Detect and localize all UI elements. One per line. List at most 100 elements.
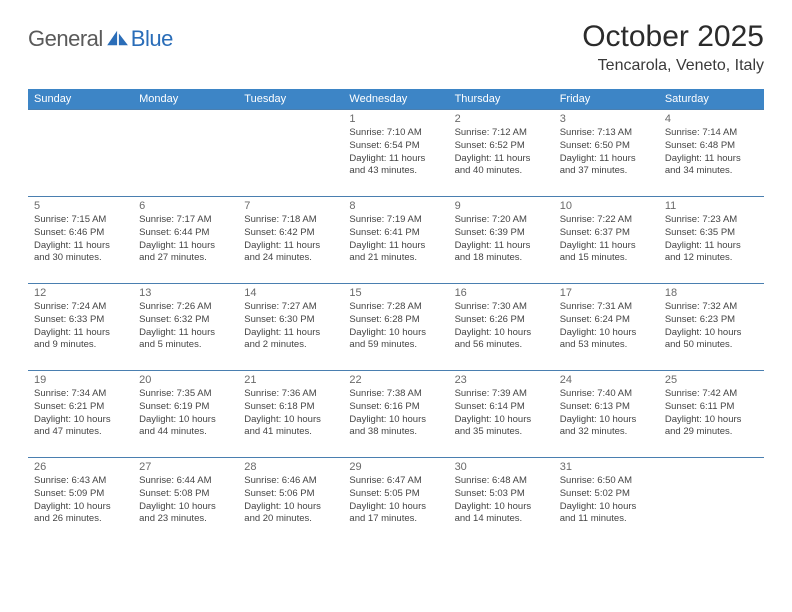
sunrise-line: Sunrise: 7:15 AM (34, 214, 127, 227)
calendar-table: SundayMondayTuesdayWednesdayThursdayFrid… (28, 89, 764, 545)
calendar-day-cell: 14Sunrise: 7:27 AMSunset: 6:30 PMDayligh… (238, 284, 343, 371)
sunset-line: Sunset: 6:33 PM (34, 314, 127, 327)
sunrise-line: Sunrise: 7:20 AM (455, 214, 548, 227)
calendar-day-cell (28, 110, 133, 197)
sunrise-line: Sunrise: 6:48 AM (455, 475, 548, 488)
daylight-line: Daylight: 10 hours and 47 minutes. (34, 414, 127, 440)
day-number: 18 (665, 287, 758, 299)
sunset-line: Sunset: 6:16 PM (349, 401, 442, 414)
calendar-day-cell: 21Sunrise: 7:36 AMSunset: 6:18 PMDayligh… (238, 371, 343, 458)
calendar-day-cell: 27Sunrise: 6:44 AMSunset: 5:08 PMDayligh… (133, 458, 238, 545)
day-number: 15 (349, 287, 442, 299)
day-number: 20 (139, 374, 232, 386)
day-number: 2 (455, 113, 548, 125)
sunrise-line: Sunrise: 7:27 AM (244, 301, 337, 314)
calendar-day-cell: 17Sunrise: 7:31 AMSunset: 6:24 PMDayligh… (554, 284, 659, 371)
day-header: Friday (554, 89, 659, 110)
sunset-line: Sunset: 6:46 PM (34, 227, 127, 240)
sunrise-line: Sunrise: 7:23 AM (665, 214, 758, 227)
calendar-day-cell: 11 Sunrise: 7:23 AMSunset: 6:35 PMDayligh… (659, 197, 764, 284)
sunrise-line: Sunrise: 6:43 AM (34, 475, 127, 488)
sunset-line: Sunset: 6:11 PM (665, 401, 758, 414)
day-number: 28 (244, 461, 337, 473)
sunset-line: Sunset: 6:14 PM (455, 401, 548, 414)
daylight-line: Daylight: 10 hours and 41 minutes. (244, 414, 337, 440)
calendar-week-row: 5 Sunrise: 7:15 AMSunset: 6:46 PM Daylight… (28, 197, 764, 284)
sunset-line: Sunset: 5:03 PM (455, 488, 548, 501)
sunset-line: Sunset: 6:50 PM (560, 140, 653, 153)
sunrise-line: Sunrise: 7:40 AM (560, 388, 653, 401)
day-number: 27 (139, 461, 232, 473)
sunset-line: Sunset: 6:13 PM (560, 401, 653, 414)
sunrise-line: Sunrise: 6:46 AM (244, 475, 337, 488)
sunrise-line: Sunrise: 7:10 AM (349, 127, 442, 140)
day-number: 5 (34, 200, 127, 212)
sunrise-line: Sunrise: 6:44 AM (139, 475, 232, 488)
sunset-line: Sunset: 6:21 PM (34, 401, 127, 414)
sunset-line: Sunset: 5:02 PM (560, 488, 653, 501)
sunrise-line: Sunrise: 7:28 AM (349, 301, 442, 314)
day-number: 1 (349, 113, 442, 125)
daylight-line: Daylight: 11 hours and 18 minutes. (455, 240, 548, 266)
daylight-line: Daylight: 10 hours and 32 minutes. (560, 414, 653, 440)
month-title: October 2025 (582, 20, 764, 53)
day-number: 14 (244, 287, 337, 299)
day-number: 6 (139, 200, 232, 212)
sunrise-line: Sunrise: 7:30 AM (455, 301, 548, 314)
daylight-line: Daylight: 11 hours and 12 minutes. (665, 240, 758, 266)
day-number: 7 (244, 200, 337, 212)
calendar-day-cell: 7Sunrise: 7:18 AMSunset: 6:42 PMDaylight… (238, 197, 343, 284)
calendar-day-cell: 30Sunrise: 6:48 AMSunset: 5:03 PMDayligh… (449, 458, 554, 545)
day-number: 26 (34, 461, 127, 473)
day-number: 24 (560, 374, 653, 386)
location: Tencarola, Veneto, Italy (582, 57, 764, 75)
calendar-day-cell: 22Sunrise: 7:38 AMSunset: 6:16 PMDayligh… (343, 371, 448, 458)
sunset-line: Sunset: 6:35 PM (665, 227, 758, 240)
calendar-day-cell: 6Sunrise: 7:17 AMSunset: 6:44 PMDaylight… (133, 197, 238, 284)
sunset-line: Sunset: 6:19 PM (139, 401, 232, 414)
day-number: 11 (665, 200, 758, 212)
brand-logo: General Blue (28, 20, 173, 52)
sunrise-line: Sunrise: 7:42 AM (665, 388, 758, 401)
day-header: Thursday (449, 89, 554, 110)
daylight-line: Daylight: 10 hours and 17 minutes. (349, 501, 442, 527)
daylight-line: Daylight: 10 hours and 38 minutes. (349, 414, 442, 440)
calendar-day-cell: 28Sunrise: 6:46 AMSunset: 5:06 PMDayligh… (238, 458, 343, 545)
calendar-day-cell: 31Sunrise: 6:50 AMSunset: 5:02 PMDayligh… (554, 458, 659, 545)
daylight-line: Daylight: 11 hours and 9 minutes. (34, 327, 127, 353)
calendar-day-cell: 25Sunrise: 7:42 AMSunset: 6:11 PMDayligh… (659, 371, 764, 458)
daylight-line: Daylight: 10 hours and 50 minutes. (665, 327, 758, 353)
sunset-line: Sunset: 6:32 PM (139, 314, 232, 327)
day-number: 8 (349, 200, 442, 212)
daylight-line: Daylight: 11 hours and 27 minutes. (139, 240, 232, 266)
daylight-line: Daylight: 10 hours and 14 minutes. (455, 501, 548, 527)
sunrise-line: Sunrise: 7:17 AM (139, 214, 232, 227)
sunset-line: Sunset: 5:05 PM (349, 488, 442, 501)
sunset-line: Sunset: 6:39 PM (455, 227, 548, 240)
calendar-day-cell: 23Sunrise: 7:39 AMSunset: 6:14 PMDayligh… (449, 371, 554, 458)
calendar-day-cell: 19Sunrise: 7:34 AMSunset: 6:21 PMDayligh… (28, 371, 133, 458)
calendar-day-cell (238, 110, 343, 197)
day-header: Sunday (28, 89, 133, 110)
calendar-header-row: SundayMondayTuesdayWednesdayThursdayFrid… (28, 89, 764, 110)
daylight-line: Daylight: 11 hours and 24 minutes. (244, 240, 337, 266)
calendar-day-cell (133, 110, 238, 197)
calendar-week-row: 12Sunrise: 7:24 AMSunset: 6:33 PMDayligh… (28, 284, 764, 371)
day-number: 29 (349, 461, 442, 473)
sunrise-line: Sunrise: 7:12 AM (455, 127, 548, 140)
sunrise-line: Sunrise: 7:19 AM (349, 214, 442, 227)
sunrise-line: Sunrise: 6:50 AM (560, 475, 653, 488)
day-number: 4 (665, 113, 758, 125)
sunrise-line: Sunrise: 7:26 AM (139, 301, 232, 314)
sunrise-line: Sunrise: 7:38 AM (349, 388, 442, 401)
brand-part1: General (28, 26, 103, 52)
calendar-day-cell: 4Sunrise: 7:14 AMSunset: 6:48 PMDaylight… (659, 110, 764, 197)
calendar-day-cell: 8Sunrise: 7:19 AMSunset: 6:41 PMDaylight… (343, 197, 448, 284)
calendar-day-cell: 10Sunrise: 7:22 AMSunset: 6:37 PMDayligh… (554, 197, 659, 284)
daylight-line: Daylight: 10 hours and 44 minutes. (139, 414, 232, 440)
daylight-line: Daylight: 10 hours and 23 minutes. (139, 501, 232, 527)
day-number: 13 (139, 287, 232, 299)
calendar-day-cell: 16Sunrise: 7:30 AMSunset: 6:26 PMDayligh… (449, 284, 554, 371)
day-number: 3 (560, 113, 653, 125)
day-number: 31 (560, 461, 653, 473)
